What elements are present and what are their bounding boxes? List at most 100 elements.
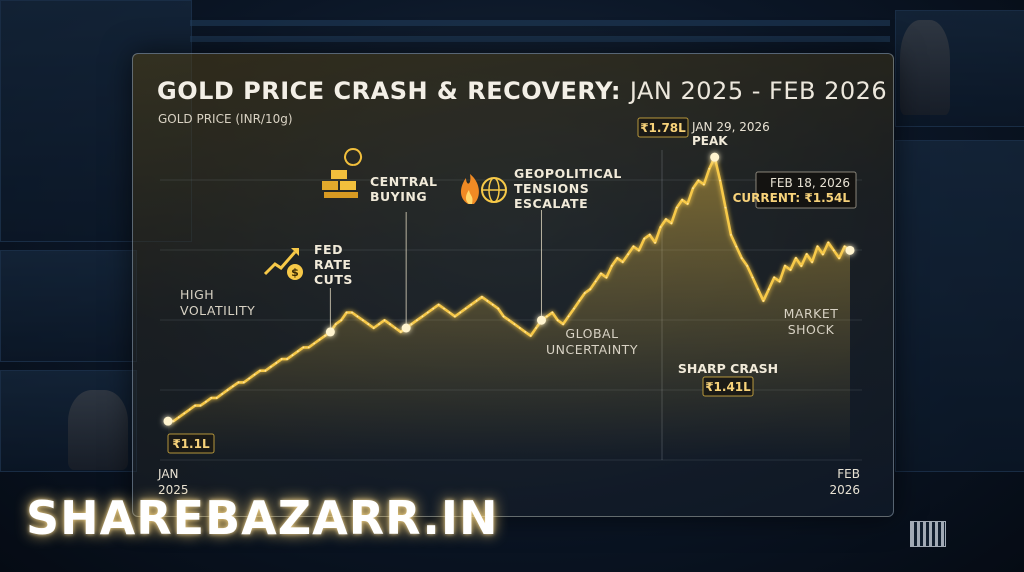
data-point bbox=[794, 257, 797, 260]
annotation-high-volatility: HIGH VOLATILITY bbox=[180, 287, 255, 318]
data-point bbox=[259, 369, 261, 372]
data-point bbox=[232, 385, 234, 388]
data-point bbox=[432, 307, 435, 310]
data-point bbox=[719, 179, 721, 182]
data-point bbox=[253, 373, 256, 376]
data-point bbox=[513, 323, 516, 326]
data-point bbox=[724, 206, 727, 209]
data-point bbox=[389, 323, 391, 326]
data-point bbox=[600, 272, 602, 275]
data-point bbox=[778, 280, 781, 283]
data-point bbox=[589, 288, 592, 291]
background-presenter-right bbox=[900, 20, 950, 115]
data-point bbox=[822, 253, 824, 256]
data-point bbox=[248, 377, 251, 380]
crash-value-badge bbox=[702, 376, 754, 397]
data-point bbox=[172, 420, 175, 423]
data-point bbox=[529, 334, 532, 337]
data-point bbox=[313, 342, 316, 345]
data-point bbox=[594, 280, 597, 283]
data-point bbox=[372, 327, 375, 329]
data-point bbox=[838, 257, 841, 260]
data-point bbox=[708, 167, 711, 170]
data-point bbox=[735, 245, 738, 248]
sharp-crash-label: SHARP CRASH bbox=[678, 361, 778, 376]
data-point bbox=[638, 249, 640, 252]
peak-value-badge bbox=[637, 117, 689, 138]
data-point bbox=[508, 319, 510, 322]
data-point bbox=[816, 245, 819, 248]
data-point bbox=[567, 315, 570, 318]
data-point bbox=[545, 315, 548, 318]
chart-title-bold: GOLD PRICE CRASH & RECOVERY: bbox=[157, 77, 621, 105]
data-point bbox=[740, 257, 743, 260]
data-point bbox=[264, 369, 267, 372]
data-point bbox=[188, 408, 191, 411]
data-point bbox=[221, 393, 224, 395]
leader-lines bbox=[329, 210, 542, 328]
data-point bbox=[692, 187, 694, 190]
annotation-global-uncertainty: GLOBAL UNCERTAINTY bbox=[546, 326, 638, 357]
corner-logo-icon bbox=[910, 521, 946, 547]
data-point bbox=[627, 253, 629, 256]
data-point bbox=[670, 222, 673, 225]
data-point bbox=[183, 412, 186, 415]
data-point bbox=[648, 233, 651, 236]
data-point bbox=[751, 276, 754, 279]
data-point bbox=[621, 261, 624, 263]
annotation-fed-rate-cuts: FED RATE CUTS bbox=[314, 242, 353, 287]
background-screen-left-lower bbox=[0, 250, 137, 362]
highlight-marker bbox=[325, 327, 335, 337]
peak-date-label: JAN 29, 2026 bbox=[691, 120, 770, 134]
data-point bbox=[345, 311, 348, 314]
chart-subtitle: GOLD PRICE (INR/10g) bbox=[158, 112, 293, 126]
data-point bbox=[616, 257, 619, 260]
background-presenter-left bbox=[68, 390, 128, 470]
data-point bbox=[269, 365, 272, 368]
current-value-label: CURRENT: ₹1.54L bbox=[733, 191, 851, 205]
data-point bbox=[318, 338, 321, 341]
data-point bbox=[307, 346, 310, 349]
data-point bbox=[524, 330, 527, 333]
data-point bbox=[659, 226, 662, 228]
data-point bbox=[475, 299, 478, 302]
data-point bbox=[199, 404, 202, 407]
data-point bbox=[789, 268, 792, 271]
data-point bbox=[334, 323, 337, 326]
x-axis-start-label: JAN 2025 bbox=[157, 467, 189, 497]
data-point bbox=[297, 350, 299, 353]
data-point bbox=[481, 296, 483, 298]
background-ticker bbox=[190, 20, 890, 26]
data-point bbox=[486, 299, 489, 302]
data-point bbox=[302, 346, 305, 349]
current-date-label: FEB 18, 2026 bbox=[770, 176, 850, 190]
data-point bbox=[605, 276, 608, 279]
data-point bbox=[665, 218, 667, 221]
series-area bbox=[168, 157, 850, 460]
data-point bbox=[675, 206, 678, 209]
data-point bbox=[562, 323, 565, 326]
data-point bbox=[573, 307, 575, 310]
data-point bbox=[459, 311, 462, 314]
data-point bbox=[702, 183, 705, 186]
peak-label: PEAK bbox=[692, 134, 728, 148]
data-point bbox=[410, 323, 413, 326]
data-point bbox=[518, 327, 521, 329]
data-point bbox=[556, 319, 559, 322]
watermark-site-name: SHAREBAZARR.IN bbox=[26, 491, 499, 545]
gold-bars-icon bbox=[322, 148, 362, 198]
data-point bbox=[215, 396, 218, 399]
data-point bbox=[324, 334, 326, 337]
data-point bbox=[767, 288, 770, 291]
data-point bbox=[610, 264, 613, 267]
annotation-central-buying: CENTRAL BUYING bbox=[370, 174, 437, 204]
data-point bbox=[746, 264, 749, 267]
current-badge bbox=[755, 171, 857, 209]
data-point bbox=[800, 264, 803, 267]
data-point bbox=[811, 261, 814, 263]
data-point bbox=[443, 307, 445, 310]
data-point bbox=[632, 245, 635, 248]
peak-value-label: ₹1.78L bbox=[640, 121, 686, 135]
data-point bbox=[535, 327, 537, 329]
data-point bbox=[583, 292, 586, 294]
